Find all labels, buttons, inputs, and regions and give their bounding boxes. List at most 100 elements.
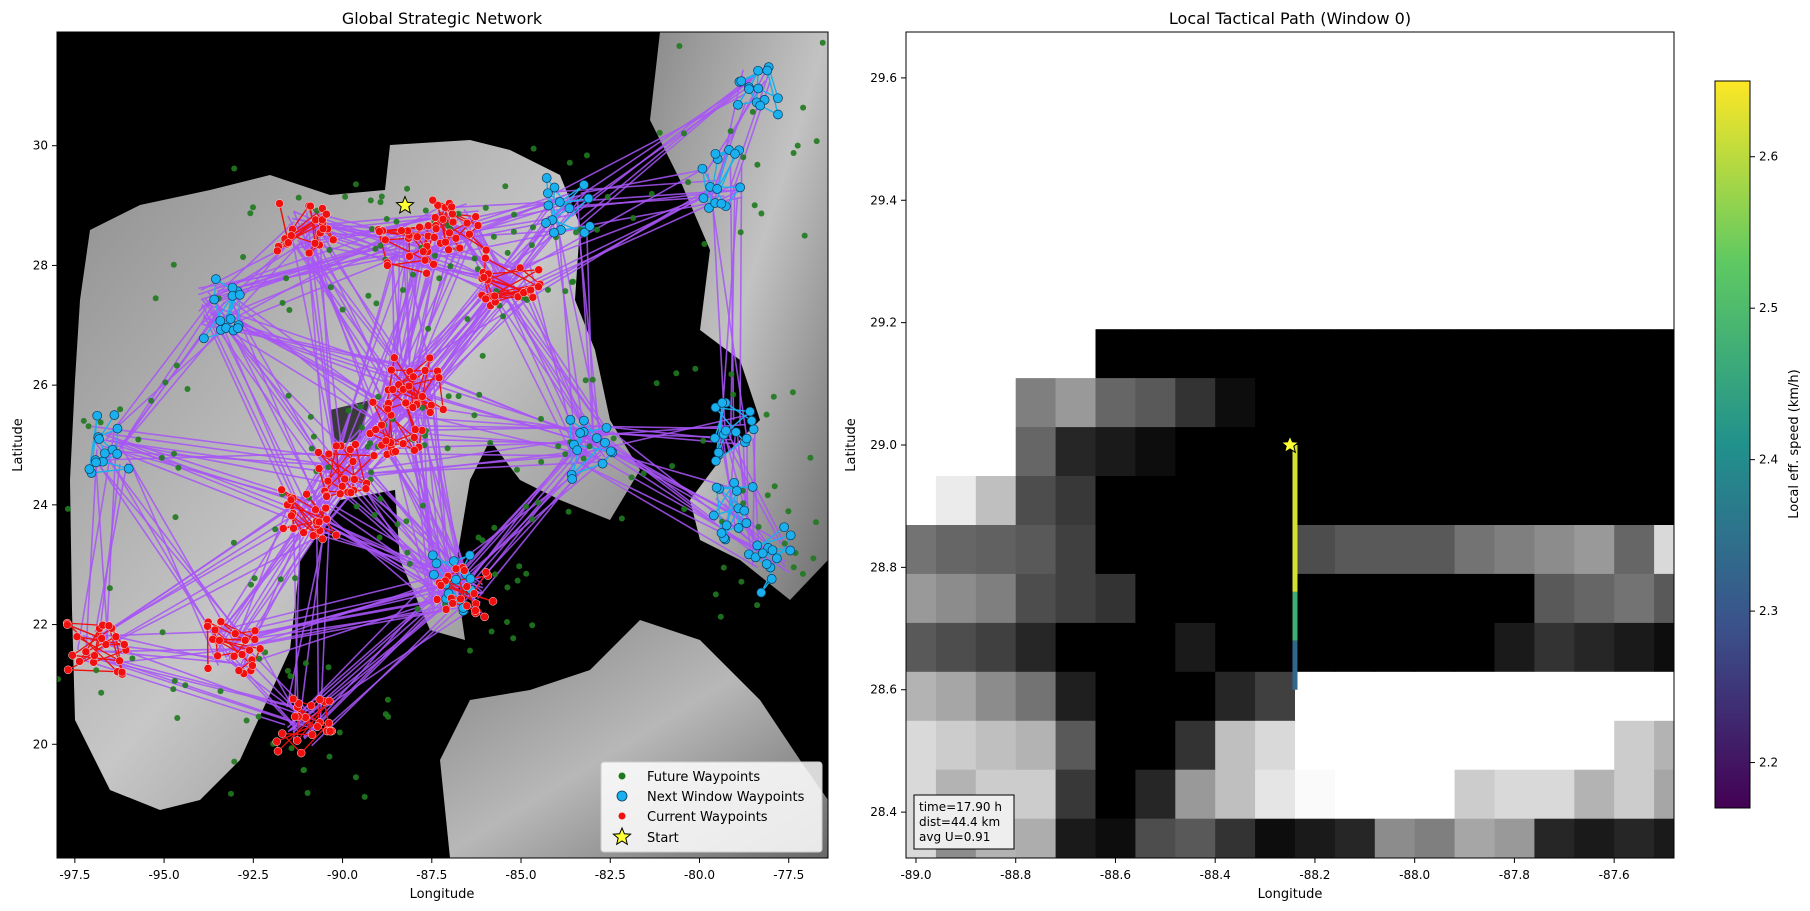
heatmap-cell [1175, 524, 1216, 574]
future-waypoint [406, 560, 413, 567]
heatmap-cell [1334, 818, 1376, 858]
current-waypoint [471, 606, 480, 615]
future-waypoint [304, 790, 311, 796]
heatmap-cell [975, 671, 1017, 721]
future-waypoint [586, 443, 593, 450]
global-x-tick-label: -97.5 [59, 868, 90, 882]
current-waypoint [473, 221, 483, 230]
global-x-tick-label: -77.5 [773, 868, 804, 882]
future-waypoint [455, 393, 462, 400]
network-link-edge [231, 654, 295, 726]
heatmap-cell [1055, 622, 1096, 672]
heatmap-cell [975, 230, 1017, 281]
current-waypoint [448, 209, 457, 219]
network-link-edge [403, 374, 588, 437]
future-waypoint [283, 275, 290, 282]
heatmap-cell [1534, 720, 1575, 770]
heatmap-cell [1055, 84, 1096, 134]
next-window-edge [571, 442, 606, 476]
heatmap-cell [1454, 622, 1495, 672]
network-link-edge [493, 271, 606, 431]
next-window-waypoint [741, 433, 752, 444]
heatmap-cell [906, 475, 937, 525]
next-window-waypoint [572, 445, 583, 456]
current-waypoint [63, 665, 73, 675]
current-waypoint [488, 597, 498, 606]
current-waypoint [301, 713, 310, 722]
heatmap-cell [1534, 818, 1575, 858]
future-waypoint [285, 392, 292, 399]
next-window-waypoint [449, 556, 459, 566]
future-waypoint [516, 563, 523, 570]
next-window-waypoint [730, 148, 740, 159]
heatmap-cell [1574, 475, 1615, 525]
network-link-edge [235, 595, 460, 638]
future-waypoint [129, 655, 136, 662]
current-waypoint [410, 446, 419, 455]
next-window-waypoint [733, 99, 743, 110]
heatmap-cell [1574, 769, 1615, 819]
future-waypoint [367, 440, 374, 447]
future-waypoint [403, 518, 410, 525]
future-waypoint [174, 715, 181, 721]
heatmap-cell [1015, 230, 1057, 281]
global-y-tick-label: 24 [33, 498, 48, 512]
heatmap-cell [1494, 181, 1535, 232]
next-window-waypoint [761, 559, 772, 569]
heatmap-cell [1454, 475, 1495, 525]
current-waypoint [240, 636, 250, 645]
next-window-waypoint [709, 433, 720, 444]
future-waypoint [504, 619, 510, 625]
current-edge [328, 453, 346, 480]
future-waypoint [653, 380, 660, 387]
heatmap-cell [1095, 328, 1136, 379]
current-waypoint [325, 726, 335, 736]
current-waypoint [415, 222, 424, 232]
current-waypoint [289, 524, 298, 533]
network-link-edge [357, 440, 604, 451]
future-waypoint [530, 145, 537, 152]
current-waypoint [230, 629, 240, 638]
future-waypoint [250, 204, 256, 211]
future-waypoint [583, 152, 590, 159]
current-waypoint [460, 566, 469, 575]
current-edge [325, 445, 337, 497]
future-waypoint [45, 666, 51, 672]
heatmap-cell [935, 328, 977, 379]
future-waypoint [368, 469, 375, 476]
heatmap-cell [1295, 181, 1336, 232]
current-waypoint [425, 353, 435, 363]
network-link-edge [571, 70, 760, 217]
heatmap-cell [1654, 230, 1674, 281]
heatmap-cell [935, 133, 977, 183]
current-edge [207, 621, 246, 641]
heatmap-cell [1255, 818, 1296, 858]
heatmap-cell [975, 328, 1017, 379]
heatmap-cell [1654, 35, 1674, 85]
heatmap-cell [1055, 133, 1096, 183]
next-window-waypoint [600, 437, 610, 448]
heatmap-cell [975, 35, 1017, 85]
colorbar-ticks: 2.2 2.3 2.4 2.5 2.6 [1750, 150, 1778, 770]
current-waypoint [63, 620, 72, 629]
current-edge [438, 377, 444, 410]
network-link-edge [118, 442, 248, 665]
heatmap-cell [1215, 230, 1256, 281]
heatmap-cell [1494, 769, 1535, 819]
heatmap-cell [1574, 671, 1615, 721]
future-waypoint [404, 185, 411, 192]
heatmap-cell [1454, 328, 1495, 379]
future-waypoint [789, 389, 796, 396]
heatmap-cell [1414, 84, 1456, 134]
local-x-tick-label: -88.4 [1200, 868, 1231, 882]
network-link-edge [303, 575, 468, 740]
heatmap-cell [935, 720, 977, 770]
network-link-edge [711, 187, 726, 431]
future-waypoint [813, 138, 820, 145]
future-waypoint [562, 451, 569, 458]
current-waypoint [409, 372, 418, 382]
heatmap-cell [1215, 35, 1256, 85]
heatmap-cell [1414, 426, 1456, 476]
network-link-edge [112, 505, 293, 630]
heatmap-cell [1614, 181, 1655, 232]
